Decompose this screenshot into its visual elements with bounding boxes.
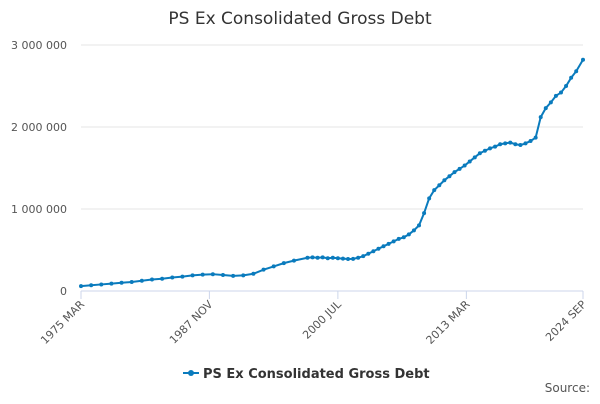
data-point [452,170,457,175]
data-point [391,239,396,244]
data-point [457,166,462,171]
x-tick-label: 2000 JUL [300,297,344,341]
data-point [488,146,493,151]
legend-label: PS Ex Consolidated Gross Debt [203,367,430,382]
data-point [305,255,310,260]
data-point [467,159,472,164]
data-point [271,264,276,269]
data-point [528,138,533,143]
data-point [462,163,467,168]
data-point [543,106,548,111]
data-point [79,284,83,289]
data-point [482,148,487,153]
data-point [330,255,335,260]
data-point [315,255,320,260]
data-point [361,254,366,259]
data-point [340,256,345,261]
data-point [548,100,553,105]
data-point [190,273,195,278]
data-point [513,142,518,147]
data-point [371,249,376,254]
data-point [533,135,538,140]
data-point [220,273,225,278]
data-point [139,278,144,283]
data-point [335,256,340,261]
data-point [411,228,416,233]
data-point [581,57,585,62]
data-point [251,271,256,276]
data-point [109,281,114,286]
data-point [432,188,437,193]
data-point [160,276,165,281]
series-line [80,59,584,288]
data-point [346,257,351,262]
source: Source: [545,381,590,395]
data-point [442,178,447,183]
data-point [417,223,422,228]
data-point [381,244,386,249]
data-point [241,273,246,278]
data-point [200,272,205,277]
data-point [447,174,452,179]
data-point [129,279,134,284]
y-tick-label: 1 000 000 [11,203,67,216]
data-point [89,283,94,288]
data-point [498,142,503,147]
data-point [281,261,286,266]
data-point [366,251,371,256]
x-tick-label: 1987 NOV [167,298,216,347]
data-point [119,280,124,285]
data-point [325,256,330,261]
data-point [437,183,442,188]
data-point [231,273,236,278]
data-point [406,232,411,237]
data-point [564,84,569,88]
x-tick-label: 2013 MAR [424,298,473,347]
data-point [291,258,296,263]
data-point [503,141,508,146]
y-tick-label: 3 000 000 [11,39,67,52]
data-point [553,93,558,98]
x-tick-label: 1975 MAR [38,298,87,347]
data-point [401,235,406,240]
chart-title: PS Ex Consolidated Gross Debt [168,9,432,29]
data-point [261,267,266,272]
data-point [320,255,325,260]
data-point [574,69,579,74]
data-point [210,272,215,277]
data-point [351,256,356,261]
data-point [538,115,543,120]
data-point [310,255,315,260]
data-point [569,75,574,80]
x-tick-label: 2024 SEP [543,298,589,344]
data-point [170,275,175,280]
data-point [493,144,498,149]
data-point [149,277,154,282]
data-point [396,236,401,241]
data-point [386,241,391,246]
data-point [472,155,477,160]
y-tick-label: 0 [60,285,67,298]
data-point [508,140,513,145]
data-point [518,143,523,148]
data-point [99,282,104,287]
data-point [376,246,381,251]
legend-marker [188,370,194,376]
data-point [558,90,563,95]
data-point [477,151,482,156]
data-point [356,255,361,260]
y-tick-label: 2 000 000 [11,121,67,134]
data-point [180,274,185,279]
data-point [427,196,432,201]
data-point [523,141,528,146]
data-point [422,211,427,216]
